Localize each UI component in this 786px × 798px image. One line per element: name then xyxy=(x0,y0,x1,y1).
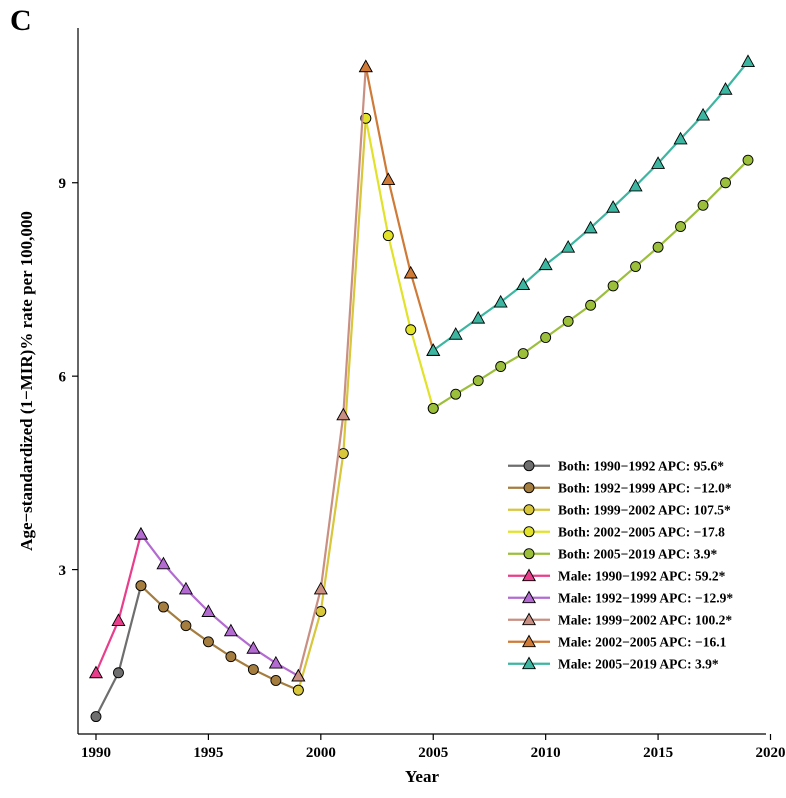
series-both-1992-1999 xyxy=(136,581,303,695)
legend-item: Both: 1992−1999 APC: −12.0* xyxy=(508,480,732,495)
y-tick-label: 9 xyxy=(59,176,67,192)
legend-label: Male: 2002−2005 APC: −16.1 xyxy=(558,634,727,649)
legend-item: Male: 1990−1992 APC: 59.2* xyxy=(508,568,726,583)
x-tick-label: 2015 xyxy=(643,745,673,761)
legend-item: Male: 1999−2002 APC: 100.2* xyxy=(508,612,732,627)
x-tick-label: 2020 xyxy=(755,745,785,761)
legend-label: Both: 1992−1999 APC: −12.0* xyxy=(558,480,732,495)
x-tick-label: 1990 xyxy=(81,745,111,761)
y-tick-label: 6 xyxy=(59,369,67,385)
series-both-1990-1992 xyxy=(91,581,146,722)
series-both-2005-2019 xyxy=(428,155,753,413)
x-tick-label: 2000 xyxy=(306,745,336,761)
x-axis-title: Year xyxy=(405,767,439,786)
x-tick-label: 2010 xyxy=(531,745,561,761)
legend-item: Both: 1999−2002 APC: 107.5* xyxy=(508,502,731,517)
x-tick-label: 2005 xyxy=(418,745,448,761)
legend-label: Male: 1992−1999 APC: −12.9* xyxy=(558,590,733,605)
y-tick-label: 3 xyxy=(59,563,67,579)
series-male-1999-2002 xyxy=(292,60,372,681)
legend-item: Male: 1992−1999 APC: −12.9* xyxy=(508,590,733,605)
legend-item: Male: 2005−2019 APC: 3.9* xyxy=(508,656,719,671)
legend-label: Both: 2005−2019 APC: 3.9* xyxy=(558,546,717,561)
line-chart: 1990 1995 2000 2005 2010 2015 2020 3 6 9 Year Age−s… xyxy=(0,0,786,798)
legend-item: Both: 2002−2005 APC: −17.8 xyxy=(508,524,725,539)
legend-label: Male: 2005−2019 APC: 3.9* xyxy=(558,656,719,671)
series-both-2002-2005 xyxy=(361,113,438,413)
series-male-2002-2005 xyxy=(360,60,440,355)
y-axis-title: Age−standardized (1−MIR)% rate per 100,0… xyxy=(17,211,36,551)
legend-item: Both: 1990−1992 APC: 95.6* xyxy=(508,458,724,473)
series-male-1990-1992 xyxy=(90,528,147,678)
legend-label: Both: 2002−2005 APC: −17.8 xyxy=(558,524,725,539)
x-tick-label: 1995 xyxy=(193,745,223,761)
legend-item: Male: 2002−2005 APC: −16.1 xyxy=(508,634,727,649)
series-both-1999-2002 xyxy=(293,113,370,695)
legend: Both: 1990−1992 APC: 95.6* Both: 1992−199… xyxy=(508,458,733,671)
legend-label: Male: 1990−1992 APC: 59.2* xyxy=(558,568,726,583)
chart-panel: C 1990 1995 2000 2005 2010 2015 2020 3 6 9 Year Age… xyxy=(0,0,786,798)
panel-letter: C xyxy=(10,4,32,38)
legend-label: Both: 1999−2002 APC: 107.5* xyxy=(558,502,731,517)
legend-label: Male: 1999−2002 APC: 100.2* xyxy=(558,612,732,627)
legend-item: Both: 2005−2019 APC: 3.9* xyxy=(508,546,717,561)
legend-label: Both: 1990−1992 APC: 95.6* xyxy=(558,458,724,473)
